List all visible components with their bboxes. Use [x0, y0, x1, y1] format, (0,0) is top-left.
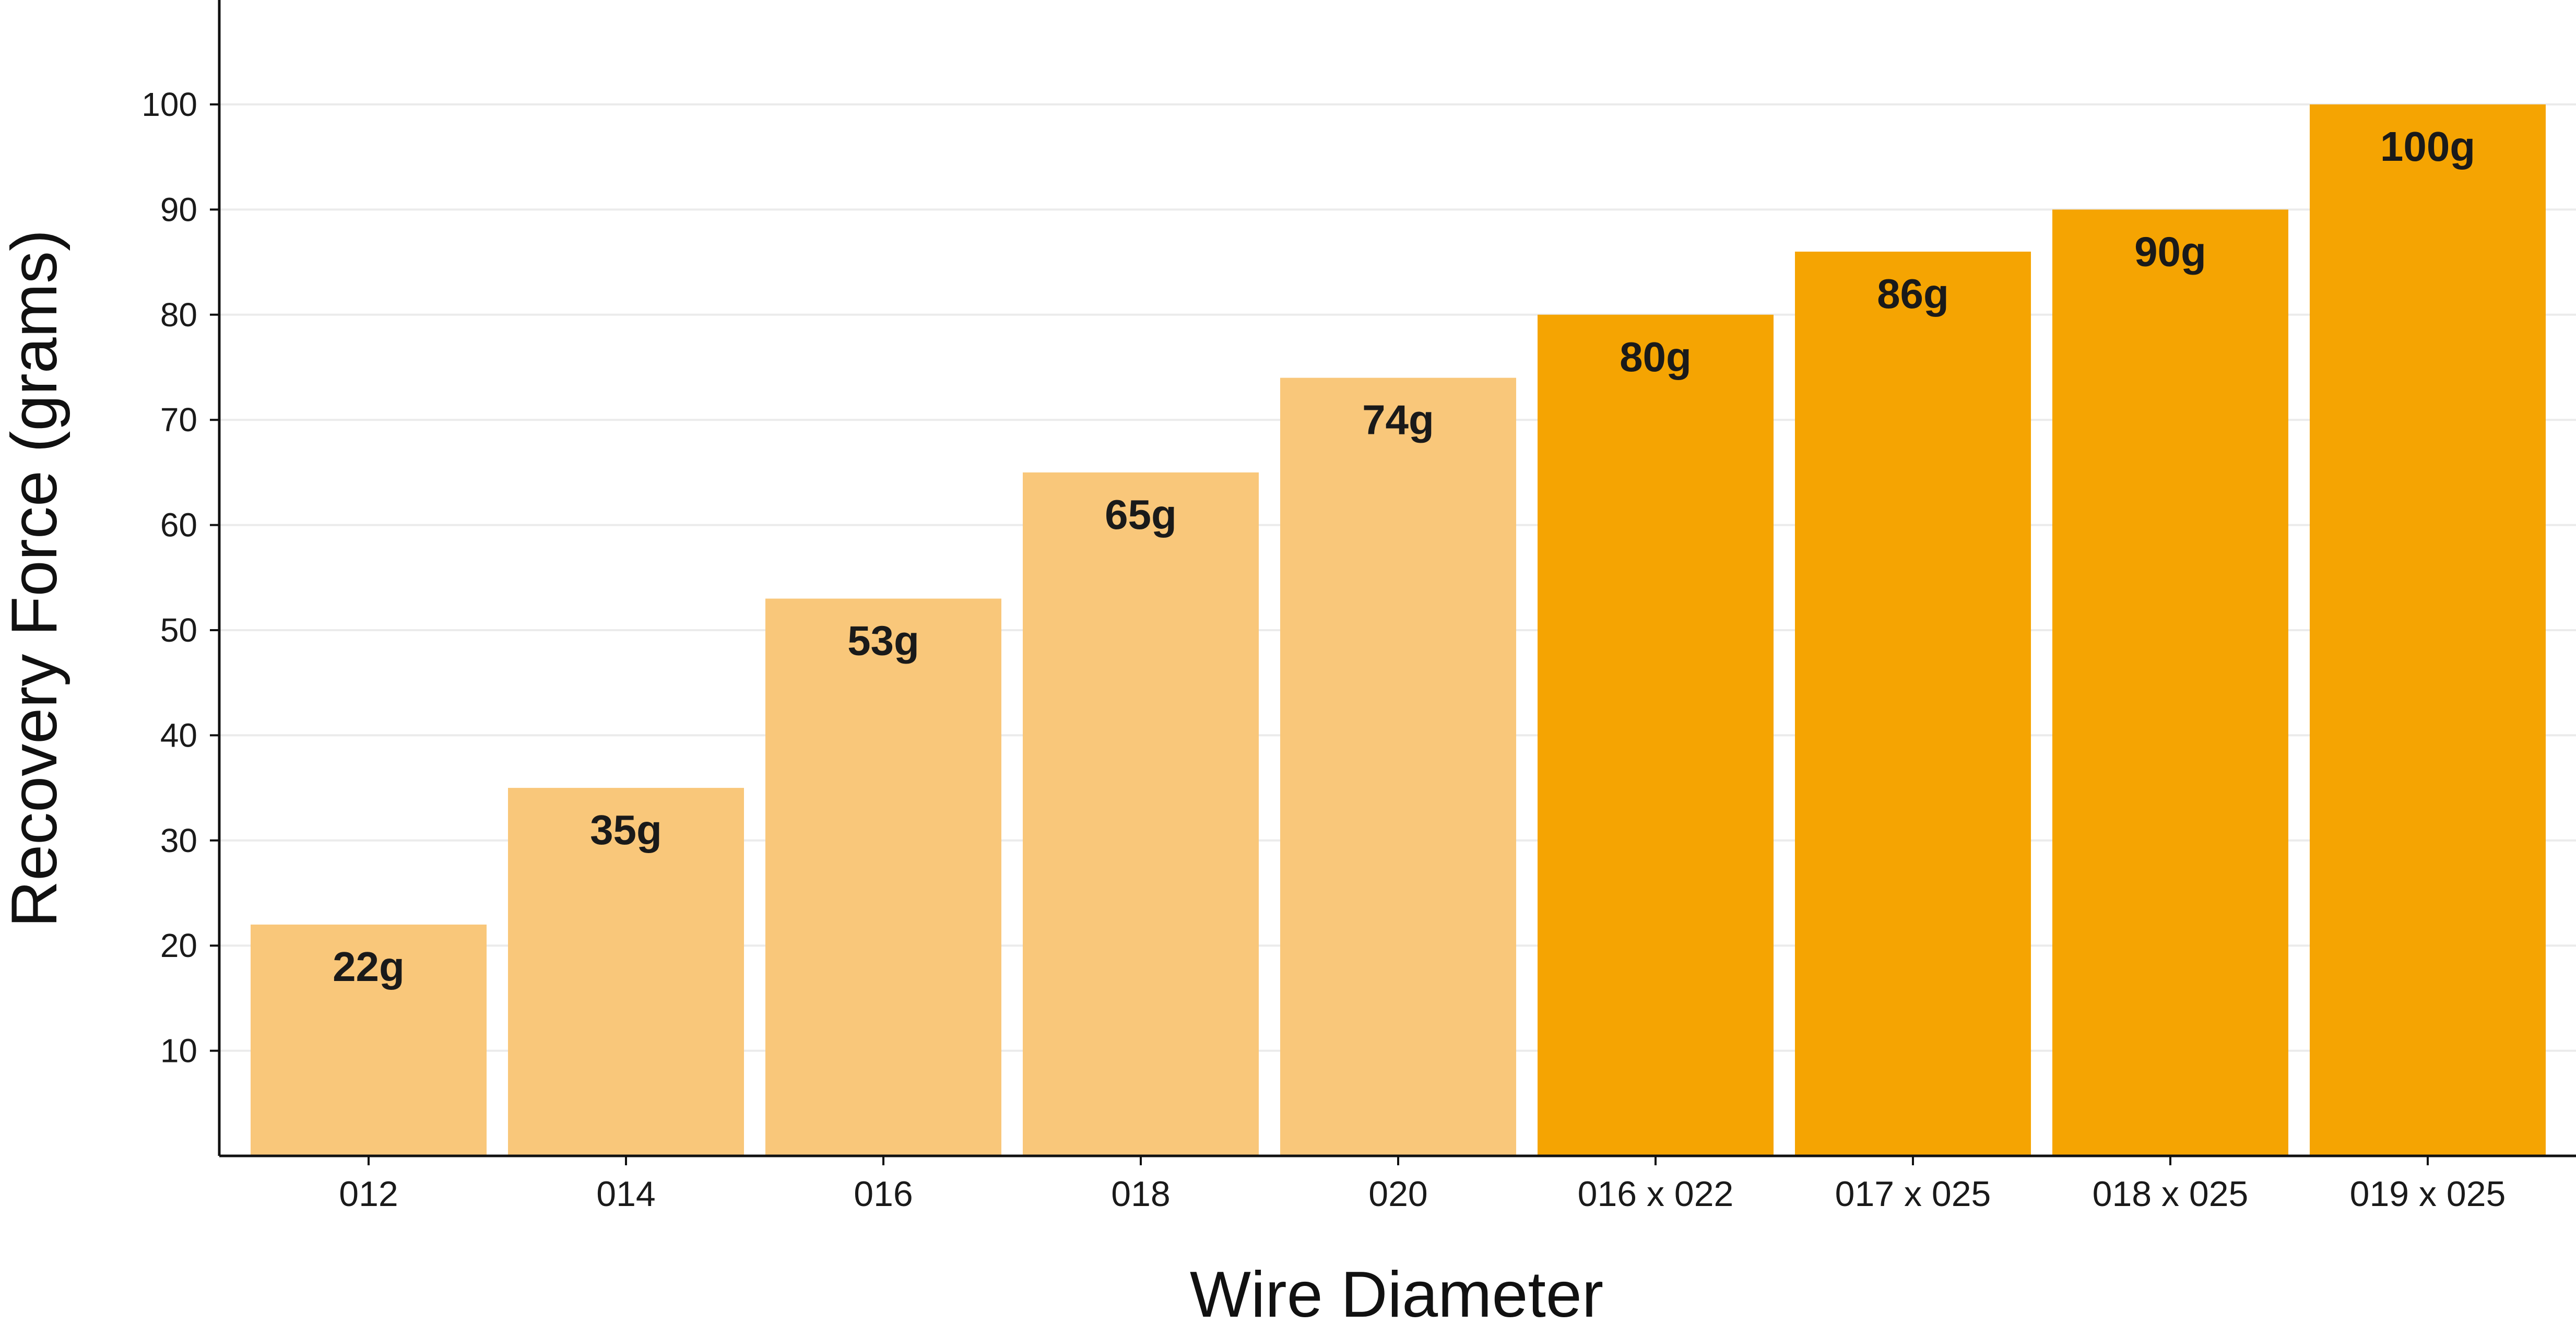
bar	[508, 788, 744, 1156]
y-tick-label: 100	[141, 86, 197, 123]
bar-data-label: 35g	[590, 807, 662, 853]
bar-data-label: 80g	[1620, 334, 1692, 380]
bar	[1538, 314, 1774, 1156]
bar	[251, 924, 487, 1156]
x-tick-label: 014	[596, 1174, 655, 1214]
x-tick-label: 012	[339, 1174, 398, 1214]
x-tick-layer: 012 014 016 018 020 016 x 022 017 x 025 018 x 0…	[339, 1156, 2506, 1214]
y-tick-layer: 10 20 30 40 50 60 70 80 90 100	[141, 86, 219, 1070]
y-tick-label: 60	[160, 506, 197, 544]
y-tick-label: 70	[160, 401, 197, 439]
x-tick-label: 017 x 025	[1835, 1174, 1991, 1214]
bar-data-label: 22g	[333, 943, 405, 990]
bar	[765, 598, 1001, 1156]
bar	[1795, 251, 2031, 1156]
x-tick-label: 019 x 025	[2350, 1174, 2506, 1214]
y-tick-label: 40	[160, 716, 197, 754]
bar	[1023, 472, 1259, 1156]
x-tick-label: 016 x 022	[1578, 1174, 1734, 1214]
bar	[2310, 104, 2546, 1156]
bar-data-label: 86g	[1877, 270, 1949, 317]
bar-data-label: 100g	[2380, 123, 2475, 170]
bar-layer: 22g 35g 53g 65g 74g 80g 86g 90g 100g	[251, 104, 2546, 1156]
y-tick-label: 50	[160, 611, 197, 649]
y-tick-label: 20	[160, 927, 197, 964]
bar-data-label: 74g	[1362, 397, 1434, 443]
y-tick-label: 90	[160, 191, 197, 228]
bar-data-label: 65g	[1105, 491, 1177, 538]
x-axis-title: Wire Diameter	[1190, 1259, 1603, 1321]
x-tick-label: 020	[1368, 1174, 1427, 1214]
x-tick-label: 016	[854, 1174, 913, 1214]
y-tick-label: 10	[160, 1032, 197, 1070]
bar	[1280, 377, 1516, 1156]
x-tick-label: 018 x 025	[2093, 1174, 2249, 1214]
y-tick-label: 80	[160, 296, 197, 334]
x-tick-label: 018	[1111, 1174, 1170, 1214]
y-axis-title: Recovery Force (grams)	[0, 230, 70, 928]
bar	[2052, 209, 2288, 1156]
bar-data-label: 90g	[2134, 228, 2206, 275]
bar-data-label: 53g	[847, 618, 919, 664]
y-tick-label: 30	[160, 822, 197, 859]
